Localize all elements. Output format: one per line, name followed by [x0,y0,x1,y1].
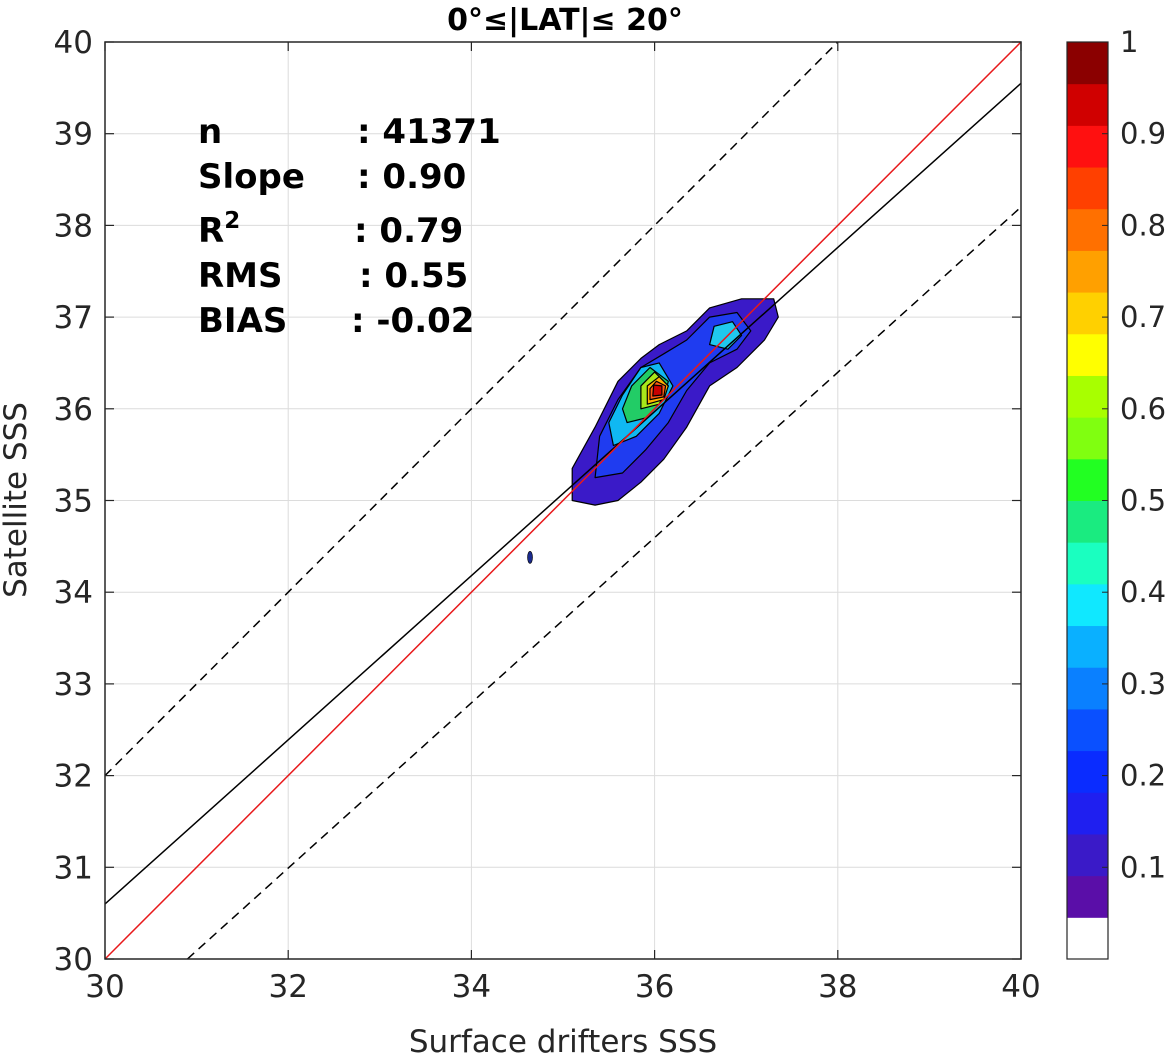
y-tick-label: 40 [54,25,93,61]
x-tick-label: 34 [452,969,491,1005]
colorbar-segment [1067,750,1108,793]
y-tick-label: 33 [54,667,93,703]
colorbar-segment [1067,542,1108,585]
colorbar-tick-label: 0.7 [1120,300,1166,334]
y-axis-label: Satellite SSS [0,402,34,598]
colorbar-segment [1067,667,1108,710]
colorbar-segment [1067,83,1108,126]
stat-label: BIAS [198,301,287,341]
y-tick-label: 36 [54,392,93,428]
colorbar-tick-label: 0.6 [1120,392,1166,426]
colorbar-segment [1067,42,1108,85]
colorbar-tick-label: 0.4 [1120,575,1166,609]
colorbar-segment [1067,250,1108,293]
regression-line [105,82,1021,905]
x-tick-label: 36 [635,969,674,1005]
y-tick-label: 35 [54,484,93,520]
y-tick-label: 32 [54,759,93,795]
stat-value: : 0.55 [359,256,468,296]
stat-superscript: 2 [224,208,240,234]
colorbar-tick-label: 0.8 [1120,208,1166,242]
lower-offset-line [186,206,1021,959]
x-axis-label: Surface drifters SSS [409,1024,717,1055]
x-tick-label: 40 [1001,969,1040,1005]
colorbar-segment [1067,917,1108,960]
y-tick-label: 31 [54,850,93,886]
identity-line [105,42,1021,959]
colorbar: 0.1 0.2 0.3 0.4 0.5 0.6 0.7 0.8 0.9 1 [1066,25,1166,960]
colorbar-segment [1067,208,1108,251]
colorbar-tick-label: 0.2 [1120,759,1166,793]
stat-value: : 41371 [357,112,501,152]
chart-title: 0°≤|LAT|≤ 20° [447,3,683,38]
stat-label: n [198,112,222,152]
colorbar-segment [1067,708,1108,752]
colorbar-segment [1067,167,1108,210]
colorbar-tick-label: 0.1 [1120,850,1166,884]
colorbar-segment [1067,500,1108,543]
y-tick-label: 34 [54,575,93,611]
y-tick-label: 30 [54,942,93,978]
stat-value: : 0.90 [357,157,466,197]
colorbar-segment [1067,833,1108,877]
colorbar-segment [1067,583,1108,627]
x-tick-label: 32 [268,969,307,1005]
colorbar-tick-label: 0.9 [1120,117,1166,151]
y-tick-label: 37 [54,300,93,336]
colorbar-segment [1067,792,1108,835]
plot-area: 30 32 34 36 38 40 30 31 32 33 34 35 36 37 38 39 40 [54,25,1041,1005]
colorbar-segment [1067,875,1108,918]
x-tick-label: 30 [85,969,124,1005]
stat-value: : 0.79 [354,211,463,251]
colorbar-tick-label: 1 [1120,25,1138,59]
colorbar-segment [1067,125,1108,168]
colorbar-tick-label: 0.3 [1120,667,1166,701]
x-tick-label: 38 [818,969,857,1005]
colorbar-tick-label: 0.5 [1120,484,1166,518]
stat-value: : -0.02 [351,301,474,341]
density-contour-8 [652,384,663,397]
isolated-density-blob [527,551,533,564]
colorbar-segment [1067,333,1108,376]
colorbar-segment [1067,375,1108,418]
y-tick-label: 38 [54,208,93,244]
stat-label: Slope [198,157,305,197]
colorbar-segment [1067,625,1108,668]
y-tick-label: 39 [54,117,93,153]
colorbar-segment [1067,292,1108,335]
colorbar-segment [1067,458,1108,501]
colorbar-segment [1067,417,1108,460]
stat-label: RMS [198,256,283,296]
